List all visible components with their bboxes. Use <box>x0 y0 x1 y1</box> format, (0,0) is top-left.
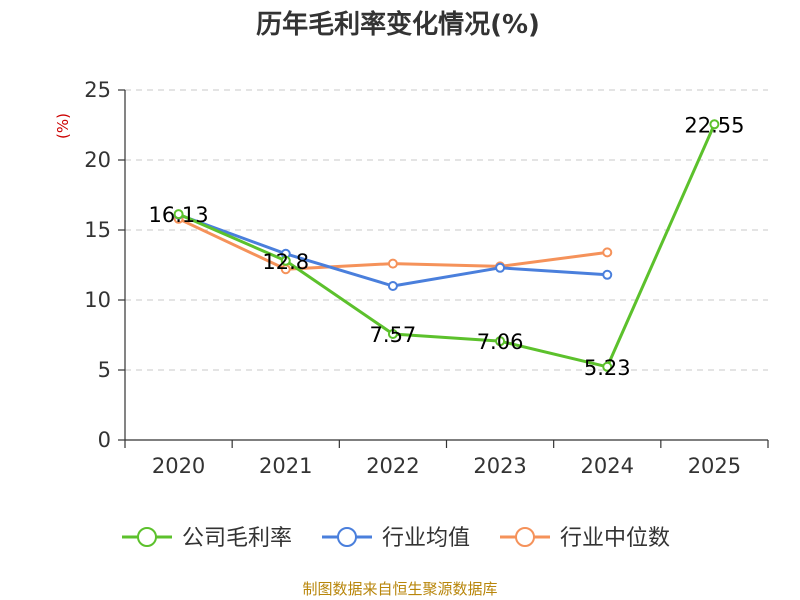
legend-item[interactable]: 行业中位数 <box>500 526 670 551</box>
data-point <box>173 209 184 220</box>
data-point <box>387 281 398 291</box>
legend-label: 行业中位数 <box>560 526 670 551</box>
legend-swatch-marker <box>337 527 357 547</box>
data-label: 5.23 <box>584 356 631 380</box>
data-point <box>387 258 398 269</box>
y-tick-label: 5 <box>98 358 111 382</box>
y-tick-label: 10 <box>84 288 111 312</box>
data-label: 16.13 <box>149 203 209 227</box>
chart-title: 历年毛利率变化情况(%) <box>256 9 540 40</box>
series-group <box>173 119 720 372</box>
data-point <box>602 269 613 280</box>
legend-label: 公司毛利率 <box>182 526 292 551</box>
x-tick-label: 2024 <box>581 454 634 478</box>
data-label: 12.8 <box>262 250 309 274</box>
x-tick-label: 2025 <box>688 454 741 478</box>
legend[interactable]: 公司毛利率 行业均值 行业中位数 <box>122 526 670 551</box>
legend-item[interactable]: 行业均值 <box>322 526 470 551</box>
y-tick-label: 15 <box>84 218 111 242</box>
data-label: 22.55 <box>684 113 744 137</box>
y-tick-label: 20 <box>84 148 111 172</box>
data-point <box>387 329 398 340</box>
x-tick-label: 2020 <box>152 454 205 478</box>
x-tick-label: 2023 <box>473 454 526 478</box>
x-tick-label: 2021 <box>259 454 312 478</box>
data-label: 7.57 <box>370 323 417 347</box>
y-axis-label: (%) <box>54 113 72 139</box>
legend-swatch-marker <box>515 527 535 547</box>
source-note: 制图数据来自恒生聚源数据库 <box>302 580 497 598</box>
data-labels: 16.13 12.8 7.57 7.06 5.23 22.55 <box>149 113 745 379</box>
legend-item[interactable]: 公司毛利率 <box>122 526 292 551</box>
legend-label: 行业均值 <box>382 526 470 551</box>
data-point <box>495 262 506 273</box>
data-point <box>602 361 613 372</box>
legend-swatch-marker <box>137 527 157 547</box>
data-label: 7.06 <box>477 330 524 354</box>
y-tick-label: 0 <box>98 428 111 452</box>
data-point <box>602 247 613 258</box>
x-tick-label: 2022 <box>366 454 419 478</box>
data-point <box>280 255 291 266</box>
series-line <box>177 123 716 369</box>
grid <box>125 89 768 371</box>
y-tick-label: 25 <box>84 78 111 102</box>
data-point <box>495 336 506 347</box>
data-point <box>709 119 720 130</box>
